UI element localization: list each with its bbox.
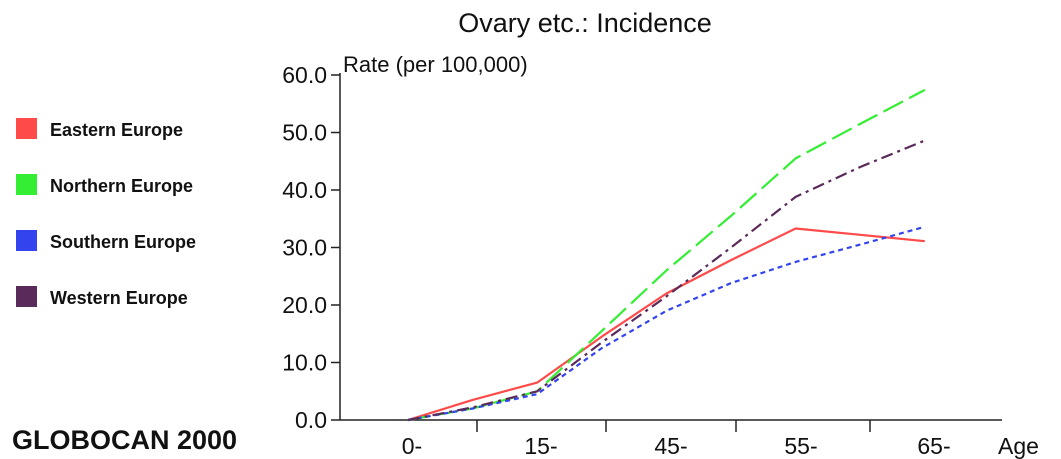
y-tick-label: 0.0 bbox=[295, 407, 327, 433]
legend: Eastern Europe Northern Europe Southern Eu… bbox=[16, 118, 196, 308]
x-tick-label: 0- bbox=[402, 433, 422, 459]
legend-swatch bbox=[16, 118, 37, 139]
series-line-northern-europe bbox=[407, 88, 926, 422]
chart-title: Ovary etc.: Incidence bbox=[458, 8, 712, 38]
series-line-western-europe bbox=[407, 139, 926, 422]
x-axis-label: Age bbox=[998, 433, 1039, 459]
y-tick-label: 60.0 bbox=[282, 62, 327, 88]
series-line-eastern-europe bbox=[407, 227, 925, 422]
y-tick-label: 10.0 bbox=[282, 350, 327, 376]
series-lines bbox=[407, 88, 926, 422]
y-axis-label: Rate (per 100,000) bbox=[343, 52, 528, 77]
legend-label: Eastern Europe bbox=[50, 120, 183, 140]
y-tick-label: 40.0 bbox=[282, 177, 327, 203]
y-axis-ticks: 0.0 10.0 20.0 30.0 40.0 50.0 60.0 bbox=[282, 62, 340, 433]
x-tick-label: 45- bbox=[654, 433, 687, 459]
globocan-footer: GLOBOCAN 2000 bbox=[12, 425, 237, 455]
x-tick-label: 65- bbox=[917, 433, 950, 459]
legend-swatch bbox=[16, 286, 37, 307]
y-tick-label: 20.0 bbox=[282, 292, 327, 318]
x-tick-label: 15- bbox=[524, 433, 557, 459]
y-tick-label: 50.0 bbox=[282, 120, 327, 146]
y-tick-label: 30.0 bbox=[282, 235, 327, 261]
x-axis-ticks: 0- 15- 45- 55- 65- bbox=[402, 420, 951, 459]
legend-swatch bbox=[16, 174, 37, 195]
legend-label: Southern Europe bbox=[50, 232, 196, 252]
legend-label: Northern Europe bbox=[50, 176, 193, 196]
legend-label: Western Europe bbox=[50, 288, 188, 308]
legend-swatch bbox=[16, 230, 37, 251]
x-tick-label: 55- bbox=[784, 433, 817, 459]
series-line-southern-europe bbox=[407, 225, 926, 422]
